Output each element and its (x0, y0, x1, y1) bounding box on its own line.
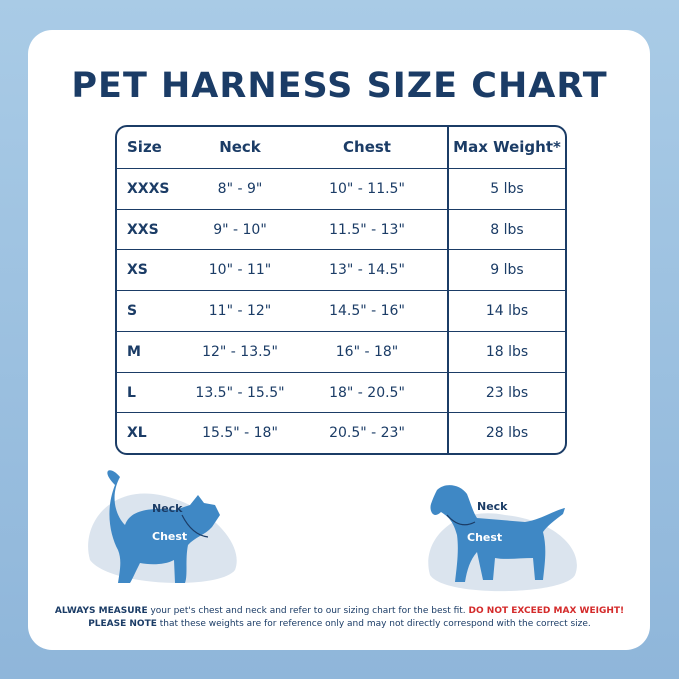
header-cell: Neck (219, 138, 261, 156)
table-cell: 23 lbs (485, 384, 529, 401)
table-row: XS 10" - 11" 13" - 14.5" 9 lbs (117, 249, 565, 291)
table-cell: 20.5" - 23" (329, 425, 405, 442)
table-cell: 14.5" - 16" (329, 303, 405, 320)
table-cell: 9 lbs (490, 262, 524, 279)
cat-silhouette (107, 470, 220, 583)
table-cell: XS (127, 262, 148, 279)
table-cell: 13.5" - 15.5" (195, 384, 285, 401)
table-row: M 12" - 13.5" 16" - 18" 18 lbs (117, 330, 565, 373)
neck-label: Neck (152, 502, 183, 515)
table-cell: 14 lbs (485, 303, 529, 320)
table-row: S 11" - 12" 14.5" - 16" 14 lbs (117, 290, 565, 332)
table-row: XL 15.5" - 18" 20.5" - 23" 28 lbs (117, 412, 565, 454)
header-cell: Size (127, 138, 162, 156)
table-cell: S (127, 303, 138, 320)
table-cell: XL (127, 425, 147, 442)
table-cell: M (127, 343, 141, 360)
dog-illustration: Neck Chest (428, 485, 577, 592)
table-cell: 5 lbs (490, 181, 524, 197)
footer-lead: ALWAYS MEASURE (54, 606, 148, 616)
table-cell: 18 lbs (485, 343, 529, 360)
footer-lead: PLEASE NOTE (88, 619, 157, 629)
table-cell: 16" - 18" (335, 343, 399, 360)
table-cell: 11" - 12" (208, 303, 272, 320)
cat-illustration: Neck Chest (88, 470, 237, 583)
table-cell: 12" - 13.5" (202, 343, 278, 360)
table-cell: 15.5" - 18" (202, 425, 278, 442)
table-cell: 8 lbs (490, 221, 524, 238)
dog-silhouette (430, 485, 565, 582)
header-cell: Chest (343, 138, 391, 156)
table-row: XXS 9" - 10" 11.5" - 13" 8 lbs (117, 208, 565, 251)
footer-text: that these weights are for reference onl… (159, 619, 591, 629)
table-row: L 13.5" - 15.5" 18" - 20.5" 23 lbs (117, 371, 565, 414)
table-cell: 13" - 14.5" (329, 262, 405, 279)
footer-warning: DO NOT EXCEED MAX WEIGHT! (468, 606, 625, 616)
header-cell: Max Weight* (453, 138, 561, 156)
neck-label: Neck (477, 500, 508, 513)
column-divider (447, 127, 449, 453)
neck-line (181, 514, 209, 538)
table-row: XXXS 8" - 9" 10" - 11.5" 5 lbs (117, 168, 565, 210)
table-cell: L (127, 384, 136, 401)
table-cell: 11.5" - 13" (329, 221, 405, 238)
title: PET HARNESS SIZE CHART (71, 66, 608, 106)
table-cell: 10" - 11.5" (329, 181, 405, 197)
footer-text: your pet's chest and neck and refer to o… (150, 606, 466, 616)
neck-line (446, 514, 476, 526)
chest-label: Chest (467, 531, 502, 544)
chest-label: Chest (152, 530, 187, 543)
header-row: Size Neck Chest Max Weight* (117, 127, 565, 168)
table-cell: 9" - 10" (213, 221, 267, 238)
footer-line: ALWAYS MEASURE your pet's chest and neck… (0, 606, 679, 616)
size-table: Size Neck Chest Max Weight* XXXS 8" - 9" 1… (115, 125, 567, 455)
table-cell: 28 lbs (485, 425, 529, 442)
table-cell: 18" - 20.5" (329, 384, 405, 401)
table-cell: 10" - 11" (208, 262, 272, 279)
table-cell: XXS (127, 221, 159, 238)
table-cell: XXXS (127, 181, 170, 197)
table-cell: 8" - 9" (217, 181, 263, 197)
footer-line: PLEASE NOTE that these weights are for r… (0, 619, 679, 629)
